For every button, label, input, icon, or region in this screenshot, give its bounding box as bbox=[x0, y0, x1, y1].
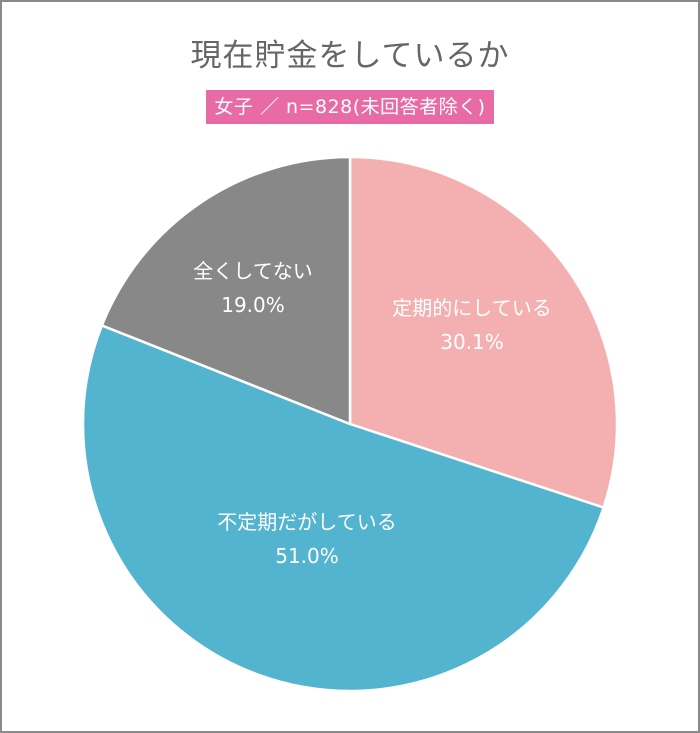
slice-category: 全くしてない bbox=[193, 259, 313, 283]
slice-category: 不定期だがしている bbox=[217, 510, 397, 534]
slice-percentage: 51.0% bbox=[275, 544, 339, 568]
slice-percentage: 30.1% bbox=[440, 330, 504, 354]
chart-title: 現在貯金をしているか bbox=[190, 38, 510, 74]
slice-label-none: 全くしてない 19.0% bbox=[193, 254, 312, 322]
slice-none bbox=[100, 155, 352, 426]
slice-label-irregular: 不定期だがしている 51.0% bbox=[217, 505, 396, 573]
sample-size-badge: 女子 ／ n=828(未回答者除く) bbox=[206, 90, 494, 124]
slice-irregular bbox=[81, 324, 605, 693]
subtitle-container: 女子 ／ n=828(未回答者除く) bbox=[0, 90, 700, 124]
slice-percentage: 19.0% bbox=[221, 293, 285, 317]
slice-category: 定期的にしている bbox=[392, 296, 552, 320]
slice-regular bbox=[348, 155, 619, 509]
slice-label-regular: 定期的にしている 30.1% bbox=[392, 291, 551, 359]
